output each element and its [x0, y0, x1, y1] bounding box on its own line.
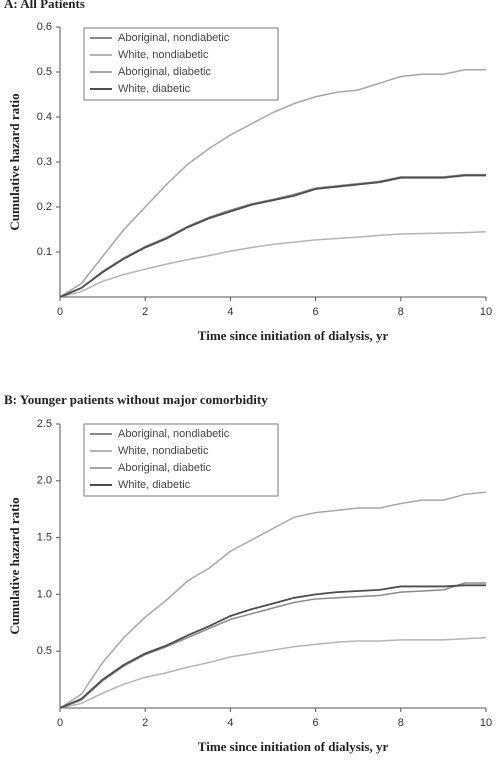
legend-label: White, diabetic: [118, 83, 191, 95]
y-tick-label: 0.2: [37, 201, 52, 213]
y-axis-label: Cumulative hazard ratio: [7, 497, 22, 634]
y-tick-label: 0.3: [37, 156, 52, 168]
x-tick-label: 10: [480, 717, 492, 729]
x-tick-label: 8: [398, 306, 404, 318]
series-line: [59, 582, 486, 709]
x-tick-label: 0: [57, 717, 63, 729]
y-tick-label: 1.0: [37, 588, 52, 600]
y-tick-label: 1.5: [37, 532, 52, 544]
legend-label: Aboriginal, diabetic: [118, 66, 211, 78]
series-line: [59, 173, 486, 298]
series-line: [59, 636, 487, 709]
legend-label: White, nondiabetic: [118, 49, 209, 61]
x-tick-label: 2: [142, 717, 148, 729]
x-axis-label: Time since initiation of dialysis, yr: [198, 739, 389, 754]
legend-box: [83, 423, 279, 497]
y-tick-label: 0.5: [37, 66, 52, 78]
y-tick-label: 2.0: [37, 475, 52, 487]
x-tick-label: 2: [142, 306, 148, 318]
x-tick-label: 10: [480, 306, 492, 318]
legend-label: Aboriginal, nondiabetic: [118, 32, 230, 44]
x-axis-label: Time since initiation of dialysis, yr: [198, 328, 389, 343]
legend-label: Aboriginal, nondiabetic: [118, 428, 230, 440]
legend-label: Aboriginal, diabetic: [118, 462, 211, 474]
y-axis-label: Cumulative hazard ratio: [7, 93, 22, 230]
y-tick-label: 0.4: [37, 111, 52, 123]
chart-title: A: All Patients: [4, 0, 85, 11]
series-line: [59, 491, 487, 709]
x-tick-label: 6: [313, 717, 319, 729]
x-tick-label: 4: [227, 717, 233, 729]
x-tick-label: 4: [227, 306, 233, 318]
chart-title: B: Younger patients without major comorb…: [4, 392, 268, 407]
series-line: [59, 174, 486, 298]
x-tick-label: 8: [398, 717, 404, 729]
legend-label: White, nondiabetic: [118, 445, 209, 457]
series-line: [59, 231, 487, 298]
y-tick-label: 2.5: [37, 418, 52, 430]
legend-label: White, diabetic: [118, 479, 191, 491]
x-tick-label: 0: [57, 306, 63, 318]
series-line: [59, 584, 486, 709]
legend-box: [83, 27, 279, 101]
x-tick-label: 6: [313, 306, 319, 318]
series-line: [59, 69, 486, 298]
y-tick-label: 0.5: [37, 645, 52, 657]
y-tick-label: 0.6: [37, 21, 52, 33]
y-tick-label: 0.1: [37, 246, 52, 258]
